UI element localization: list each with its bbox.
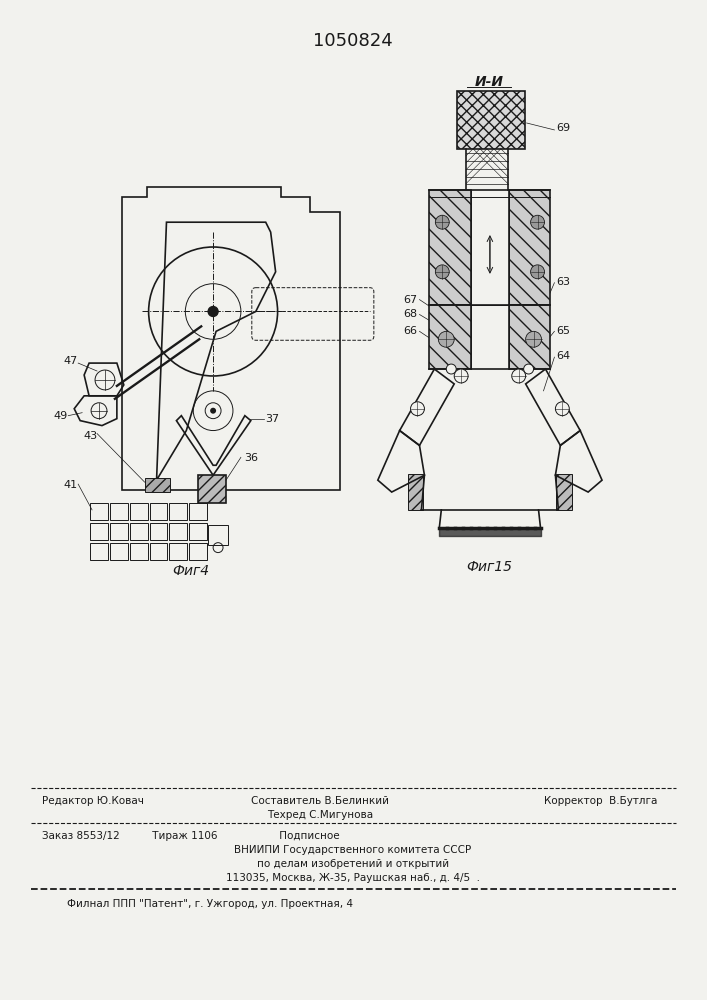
Text: И-И: И-И xyxy=(474,75,503,89)
Bar xyxy=(150,503,168,520)
Text: по делам изобретений и открытий: по делам изобретений и открытий xyxy=(257,859,449,869)
Bar xyxy=(150,543,168,560)
Bar xyxy=(170,503,187,520)
Circle shape xyxy=(524,364,534,374)
Text: 66: 66 xyxy=(404,326,418,336)
Bar xyxy=(189,543,207,560)
Text: 49: 49 xyxy=(53,411,67,421)
Text: Фиг15: Фиг15 xyxy=(466,560,512,574)
Bar xyxy=(189,523,207,540)
Bar xyxy=(407,474,423,510)
Circle shape xyxy=(525,331,542,347)
Text: 37: 37 xyxy=(266,414,280,424)
Text: 68: 68 xyxy=(404,309,418,319)
Text: 43: 43 xyxy=(83,431,97,441)
Bar xyxy=(170,543,187,560)
Text: Составитель В.Белинкий: Составитель В.Белинкий xyxy=(251,796,390,806)
Text: 1050824: 1050824 xyxy=(313,32,393,50)
Text: 113035, Москва, Ж-35, Раушская наб., д. 4/5  .: 113035, Москва, Ж-35, Раушская наб., д. … xyxy=(226,873,480,883)
Bar xyxy=(189,503,207,520)
Circle shape xyxy=(210,408,216,414)
Bar xyxy=(150,523,168,540)
Circle shape xyxy=(208,307,218,316)
Bar xyxy=(110,543,128,560)
Circle shape xyxy=(454,369,468,383)
Text: 64: 64 xyxy=(556,351,571,361)
Text: Корректор  В.Бутлга: Корректор В.Бутлга xyxy=(544,796,658,806)
Text: Техред С.Мигунова: Техред С.Мигунова xyxy=(267,810,373,820)
Text: Заказ 8553/12          Тираж 1106                   Подписное: Заказ 8553/12 Тираж 1106 Подписное xyxy=(42,831,340,841)
Circle shape xyxy=(436,215,449,229)
Bar xyxy=(90,503,108,520)
Text: 63: 63 xyxy=(556,277,571,287)
Text: 67: 67 xyxy=(404,295,418,305)
Circle shape xyxy=(438,331,454,347)
Circle shape xyxy=(556,402,569,416)
Circle shape xyxy=(446,364,456,374)
Bar xyxy=(90,543,108,560)
Bar xyxy=(110,523,128,540)
Bar xyxy=(130,503,148,520)
Bar xyxy=(198,475,226,503)
Bar xyxy=(509,305,551,369)
Text: Редактор Ю.Ковач: Редактор Ю.Ковач xyxy=(42,796,144,806)
Bar xyxy=(130,543,148,560)
Text: 47: 47 xyxy=(63,356,77,366)
Circle shape xyxy=(436,265,449,279)
Bar xyxy=(556,474,572,510)
Text: 69: 69 xyxy=(556,123,571,133)
Bar xyxy=(509,190,551,305)
Circle shape xyxy=(530,265,544,279)
Bar xyxy=(429,190,471,305)
Bar xyxy=(145,478,170,492)
Bar xyxy=(110,503,128,520)
Circle shape xyxy=(530,215,544,229)
Circle shape xyxy=(512,369,525,383)
Bar xyxy=(457,91,525,149)
Bar xyxy=(90,523,108,540)
Circle shape xyxy=(411,402,424,416)
Bar xyxy=(429,305,471,369)
Text: Фиг4: Фиг4 xyxy=(173,564,210,578)
Text: 41: 41 xyxy=(63,480,77,490)
Bar xyxy=(208,525,228,545)
Text: 65: 65 xyxy=(556,326,571,336)
Bar xyxy=(130,523,148,540)
Text: ВНИИПИ Государственного комитета СССР: ВНИИПИ Государственного комитета СССР xyxy=(235,845,472,855)
Bar xyxy=(170,523,187,540)
Text: Филнал ППП "Патент", г. Ужгород, ул. Проектная, 4: Филнал ППП "Патент", г. Ужгород, ул. Про… xyxy=(67,899,354,909)
Text: 36: 36 xyxy=(244,453,258,463)
